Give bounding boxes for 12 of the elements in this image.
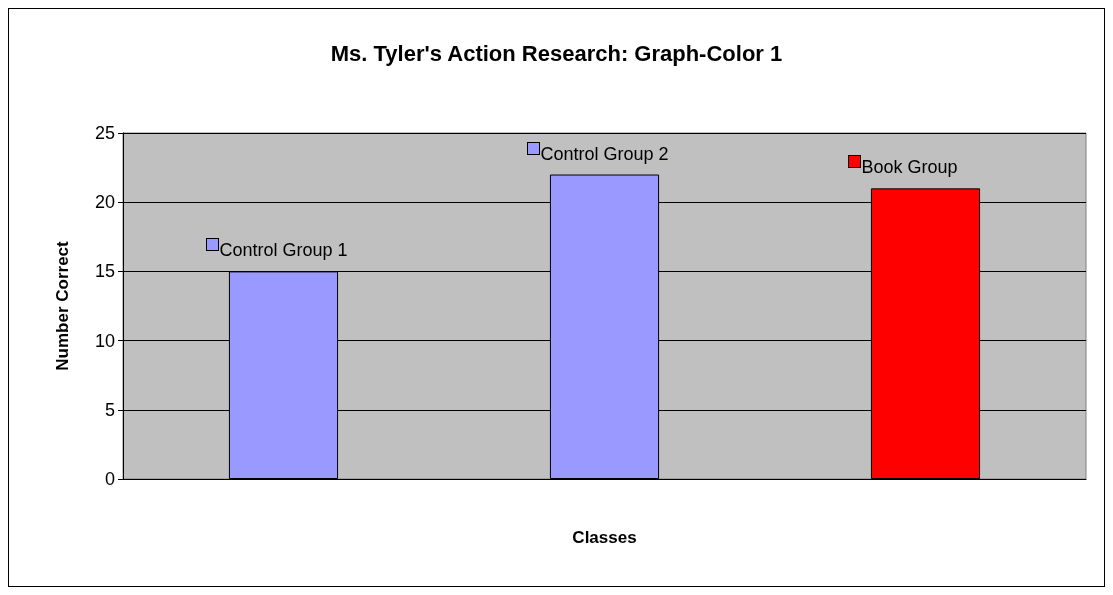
y-tick-label: 0 <box>104 469 115 489</box>
x-tick-label: Control Group 2 <box>540 143 669 164</box>
x-tick-label: Control Group 1 <box>219 240 348 261</box>
y-tick-label: 25 <box>94 123 115 143</box>
y-tick-label: 5 <box>104 399 115 420</box>
chart-title: Ms. Tyler's Action Research: Graph-Color 1 <box>330 40 783 66</box>
x-axis-title: Classes <box>572 528 637 547</box>
y-tick-label: 20 <box>94 192 115 213</box>
y-tick-label: 15 <box>94 261 115 282</box>
x-tick-label: Book Group <box>861 157 958 178</box>
y-tick-label: 10 <box>94 330 115 351</box>
y-axis-title: Number Correct <box>53 240 72 371</box>
